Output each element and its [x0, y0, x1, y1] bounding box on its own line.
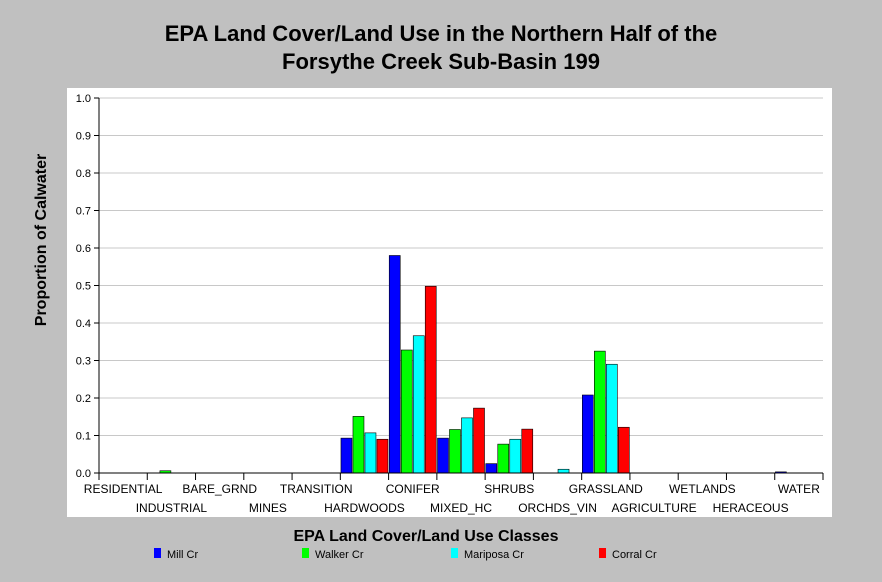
y-tick-label: 0.5: [76, 281, 91, 293]
bar-walker-cr-mixed_hc: [449, 429, 461, 474]
x-tick-label: RESIDENTIAL: [84, 482, 163, 496]
y-tick-label: 0.2: [76, 393, 91, 405]
bar-walker-cr-hardwoods: [352, 416, 365, 474]
x-tick-label: HERACEOUS: [713, 501, 789, 515]
grid-lines: [99, 97, 823, 436]
y-tick-label: 0.1: [76, 431, 91, 443]
x-tick-label: AGRICULTURE: [612, 501, 697, 515]
bar-corral-cr-hardwoods: [376, 438, 389, 474]
y-tick-label: 0.4: [76, 318, 91, 330]
bar-mill-cr-grassland: [581, 394, 594, 474]
bar-mariposa-cr-hardwoods: [364, 432, 377, 474]
axes: [94, 97, 824, 480]
bar-mill-cr-mixed_hc: [437, 437, 449, 474]
bar-corral-cr-conifer: [424, 285, 437, 474]
x-tick-label: CONIFER: [386, 482, 440, 496]
bar-mariposa-cr-shrubs: [509, 438, 522, 474]
x-tick-label: MIXED_HC: [430, 501, 492, 515]
legend-label: Mill Cr: [167, 549, 198, 561]
x-tick-label: HARDWOODS: [324, 501, 405, 515]
bar-mill-cr-hardwoods: [340, 437, 353, 474]
bar-walker-cr-shrubs: [497, 443, 510, 474]
bar-mariposa-cr-mixed_hc: [461, 417, 473, 474]
legend-swatch: [154, 548, 161, 558]
legend-label: Walker Cr: [315, 549, 364, 561]
bar-corral-cr-mixed_hc: [473, 407, 485, 474]
legend-item-corral-cr: Corral Cr: [599, 548, 657, 561]
x-axis-title: EPA Land Cover/Land Use Classes: [294, 528, 559, 545]
bar-corral-cr-grassland: [617, 426, 630, 474]
legend-label: Mariposa Cr: [464, 549, 524, 561]
x-tick-label: WETLANDS: [669, 482, 736, 496]
bar-corral-cr-shrubs: [521, 428, 534, 474]
legend-swatch: [599, 548, 606, 558]
bar-mariposa-cr-conifer: [412, 335, 425, 474]
legend-item-mill-cr: Mill Cr: [154, 548, 198, 561]
legend-swatch: [451, 548, 458, 558]
bar-mill-cr-conifer: [388, 255, 401, 474]
x-tick-label: GRASSLAND: [569, 482, 643, 496]
x-tick-label: SHRUBS: [484, 482, 534, 496]
legend: Mill Cr Walker Cr Mariposa Cr Corral Cr: [154, 548, 657, 561]
bar-mill-cr-shrubs: [485, 463, 498, 474]
chart-title-line-2: Forsythe Creek Sub-Basin 199: [282, 49, 600, 74]
y-axis-title: Proportion of Calwater: [33, 154, 50, 326]
legend-item-mariposa-cr: Mariposa Cr: [451, 548, 524, 561]
x-tick-label: WATER: [778, 482, 820, 496]
y-tick-label: 1.0: [76, 93, 91, 105]
bars: [159, 255, 787, 474]
y-tick-label: 0.6: [76, 243, 91, 255]
y-tick-labels: 0.0 0.1 0.2 0.3 0.4 0.5 0.6 0.7 0.8 0.9 1.0: [76, 93, 91, 480]
chart-title: EPA Land Cover/Land Use in the Northern …: [0, 20, 882, 76]
legend-item-walker-cr: Walker Cr: [302, 548, 364, 561]
x-tick-label: BARE_GRND: [182, 482, 257, 496]
y-tick-label: 0.7: [76, 206, 91, 218]
bar-mariposa-cr-grassland: [605, 363, 618, 474]
legend-label: Corral Cr: [612, 549, 657, 561]
x-tick-label: TRANSITION: [280, 482, 353, 496]
bar-walker-cr-grassland: [593, 350, 606, 474]
x-tick-label: INDUSTRIAL: [136, 501, 208, 515]
bar-mariposa-cr-orchds_vin: [557, 468, 570, 474]
chart-title-line-1: EPA Land Cover/Land Use in the Northern …: [164, 21, 718, 46]
y-tick-label: 0.8: [76, 168, 91, 180]
x-tick-labels: RESIDENTIAL INDUSTRIAL BARE_GRND MINES TRANS…: [84, 482, 820, 515]
x-tick-label: ORCHDS_VIN: [518, 501, 597, 515]
legend-swatch: [302, 548, 309, 558]
y-tick-label: 0.3: [76, 356, 91, 368]
y-tick-label: 0.9: [76, 131, 91, 143]
x-tick-label: MINES: [249, 501, 287, 515]
y-tick-label: 0.0: [76, 468, 91, 480]
bar-walker-cr-conifer: [400, 349, 413, 474]
